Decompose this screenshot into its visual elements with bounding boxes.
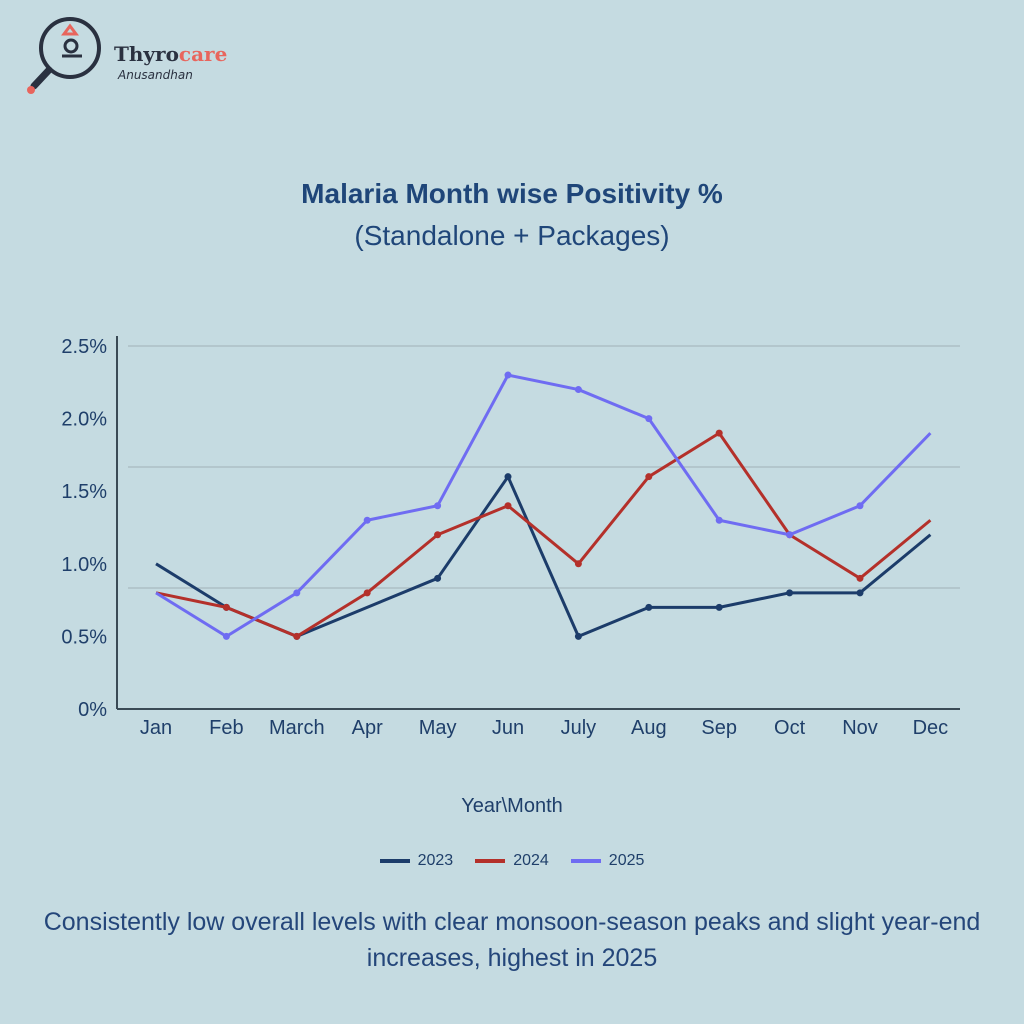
series-2025 — [155, 371, 932, 640]
logo-brand-main: Thyro — [114, 42, 179, 66]
data-point-2024 — [715, 429, 723, 437]
legend-item-2025[interactable]: 2025 — [570, 852, 645, 870]
data-point-2024 — [293, 632, 301, 640]
series-group — [155, 371, 932, 640]
y-tick-label: 1.5% — [61, 481, 107, 503]
data-point-2025 — [574, 386, 582, 394]
x-tick-label: May — [419, 717, 457, 739]
legend-item-2024[interactable]: 2024 — [475, 852, 549, 870]
data-point-2025 — [434, 502, 442, 510]
data-point-2023 — [715, 603, 723, 611]
data-point-2024 — [645, 473, 653, 481]
chart-title: Malaria Month wise Positivity % — [301, 178, 723, 209]
x-tick-label: Jun — [492, 717, 524, 739]
data-point-2023 — [856, 589, 864, 597]
gridlines — [128, 345, 960, 589]
legend-swatch-2025 — [570, 859, 601, 863]
data-point-2025 — [645, 415, 653, 423]
thyrocare-logo: Thyrocare Anusandhan — [24, 12, 227, 102]
data-point-2024 — [574, 560, 582, 568]
data-point-2025 — [222, 632, 230, 640]
y-tick-label: 2.0% — [61, 409, 107, 431]
magnifier-icon — [27, 17, 101, 94]
x-tick-label: July — [561, 717, 597, 739]
data-point-2023 — [434, 574, 442, 582]
x-tick-label: Feb — [209, 717, 243, 739]
series-line-2025 — [155, 373, 932, 638]
data-point-2024 — [434, 531, 442, 539]
data-point-2025 — [293, 589, 301, 597]
y-tick-label: 2.5% — [61, 336, 107, 358]
y-axis-ticks: 0% 0.5% 1.0% 1.5% 2.0% 2.5% — [61, 336, 107, 721]
x-tick-label: Dec — [913, 717, 949, 739]
legend: 2023 2024 2025 — [0, 852, 1024, 870]
logo-brand: Thyrocare — [114, 42, 227, 66]
x-axis-ticks: Jan Feb March Apr May Jun July Aug Sep Oct Nov Dec — [140, 717, 948, 739]
data-point-2023 — [786, 589, 794, 597]
data-point-2025 — [363, 516, 371, 524]
x-tick-label: March — [269, 717, 325, 739]
chart-subtitle: (Standalone + Packages) — [354, 220, 670, 251]
legend-item-2023[interactable]: 2023 — [379, 852, 454, 870]
x-tick-label: Apr — [352, 717, 383, 739]
data-point-2024 — [856, 574, 864, 582]
data-point-2025 — [856, 502, 864, 510]
data-point-2025 — [715, 516, 723, 524]
data-point-2024 — [504, 502, 512, 510]
legend-swatch-2023 — [379, 859, 410, 863]
data-point-2023 — [645, 603, 653, 611]
legend-label-2025: 2025 — [608, 852, 645, 869]
x-tick-label: Jan — [140, 717, 172, 739]
series-line-2024 — [155, 431, 932, 638]
y-tick-label: 0.5% — [61, 626, 107, 648]
legend-label-2024: 2024 — [513, 852, 549, 869]
legend-label-2023: 2023 — [417, 852, 454, 869]
x-tick-label: Aug — [631, 717, 667, 739]
x-tick-label: Oct — [774, 717, 806, 739]
data-point-2024 — [222, 603, 230, 611]
x-axis-label: Year\Month — [461, 795, 563, 817]
data-point-2023 — [504, 473, 512, 481]
x-tick-label: Sep — [701, 717, 737, 739]
logo-subtitle: Anusandhan — [118, 68, 193, 82]
y-tick-label: 1.0% — [61, 554, 107, 576]
legend-swatch-2024 — [475, 859, 506, 863]
data-point-2025 — [504, 371, 512, 379]
x-tick-label: Nov — [842, 717, 878, 739]
chart-caption: Consistently low overall levels with cle… — [43, 908, 981, 972]
y-tick-label: 0% — [78, 699, 107, 721]
data-point-2023 — [574, 632, 582, 640]
line-chart: 0% 0.5% 1.0% 1.5% 2.0% 2.5% Jan Feb March Apr May… — [61, 336, 960, 739]
series-line-2023 — [155, 475, 932, 638]
series-2023 — [155, 473, 932, 640]
data-point-2024 — [363, 589, 371, 597]
logo-brand-accent: care — [178, 42, 228, 66]
data-point-2025 — [786, 531, 794, 539]
